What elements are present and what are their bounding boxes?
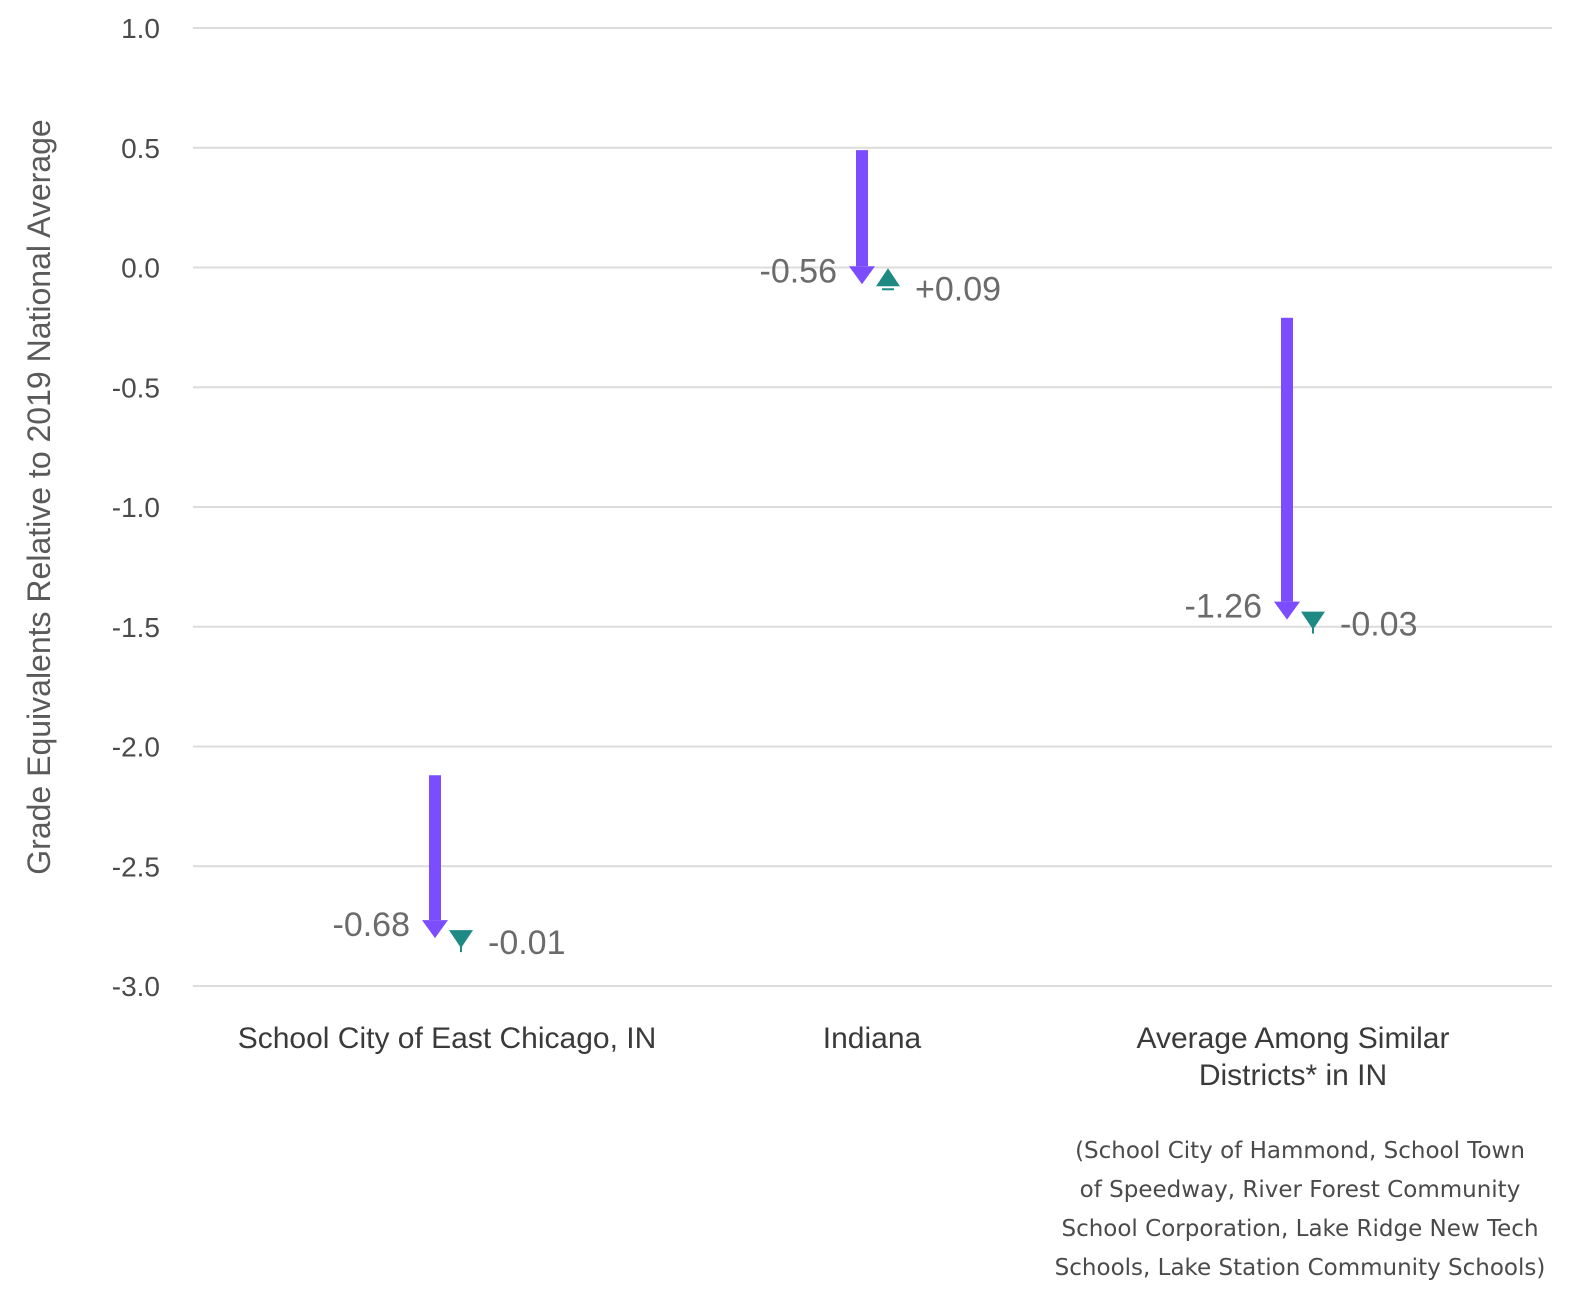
y-tick-label: 1.0 — [121, 13, 160, 44]
data-marks: -0.68 -0.01 -0.56 +0.09 -1.26 -0.03 — [333, 150, 1418, 962]
decline-value-label: -0.68 — [333, 906, 411, 944]
gridlines — [193, 27, 1552, 987]
x-category-label: Average Among Similar — [1137, 1022, 1450, 1055]
decline-value-label: -1.26 — [1185, 588, 1263, 626]
decline-value-label: -0.56 — [760, 252, 838, 290]
change-arrow-down — [449, 930, 473, 949]
footnote-line: Schools, Lake Station Community Schools) — [1055, 1255, 1546, 1281]
y-axis-ticks: 1.0 0.5 0.0 -0.5 -1.0 -1.5 -2.0 -2.5 -3.0 — [112, 13, 160, 1002]
decline-arrow-head — [1274, 601, 1300, 620]
footnote-line: of Speedway, River Forest Community — [1080, 1177, 1521, 1203]
category-labels: School City of East Chicago, IN Indiana Av… — [238, 1022, 1450, 1092]
x-category-label: School City of East Chicago, IN — [238, 1022, 657, 1055]
y-axis-label: Grade Equivalents Relative to 2019 Natio… — [21, 119, 57, 874]
decline-arrow-head — [422, 920, 448, 939]
y-tick-label: -2.5 — [112, 851, 160, 882]
decline-arrow-shaft — [856, 150, 868, 267]
decline-arrow-shaft — [1281, 317, 1293, 602]
y-tick-label: -1.0 — [112, 492, 160, 523]
x-category-label: Indiana — [823, 1022, 922, 1055]
y-tick-label: -2.0 — [112, 732, 160, 763]
decline-arrow-shaft — [429, 775, 441, 921]
change-value-label: +0.09 — [915, 270, 1001, 308]
y-tick-label: -0.5 — [112, 372, 160, 403]
change-arrow-up — [876, 268, 900, 287]
change-arrow-down — [1301, 611, 1325, 630]
x-category-label: Districts* in IN — [1199, 1059, 1387, 1092]
change-value-label: -0.03 — [1340, 606, 1418, 644]
y-tick-label: -1.5 — [112, 612, 160, 643]
y-tick-label: -3.0 — [112, 971, 160, 1002]
footnote-line: School Corporation, Lake Ridge New Tech — [1061, 1216, 1538, 1242]
change-value-label: -0.01 — [488, 924, 566, 962]
y-tick-label: 0.5 — [121, 133, 160, 164]
y-tick-label: 0.0 — [121, 253, 160, 284]
decline-arrow-head — [849, 266, 875, 285]
footnote-line: (School City of Hammond, School Town — [1075, 1138, 1525, 1164]
footnote: (School City of Hammond, School Town of S… — [1055, 1138, 1546, 1281]
